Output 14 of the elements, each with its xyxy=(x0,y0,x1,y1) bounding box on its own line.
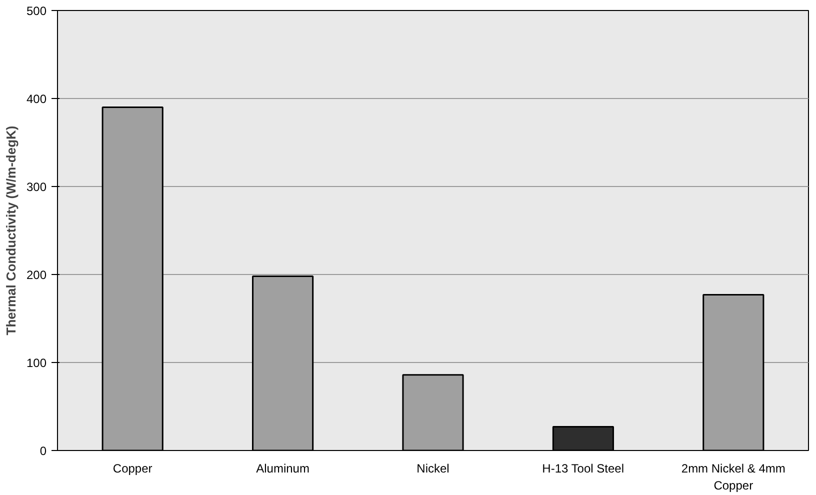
y-tick-label: 200 xyxy=(26,268,47,282)
x-tick-label: 2mm Nickel & 4mm Copper xyxy=(681,462,786,492)
y-tick-label: 500 xyxy=(26,4,47,18)
x-tick-label: Copper xyxy=(112,462,152,476)
y-tick-label: 0 xyxy=(40,444,47,458)
y-tick-label: 400 xyxy=(26,92,47,106)
x-tick-label: Nickel xyxy=(416,462,450,476)
y-tick-label: 300 xyxy=(26,180,47,194)
bar xyxy=(402,374,464,450)
y-axis-title: Thermal Conductivity (W/m-degK) xyxy=(3,126,18,336)
y-tick-label: 100 xyxy=(26,356,47,370)
x-tick-label: H-13 Tool Steel xyxy=(542,462,624,476)
x-tick-label: Aluminum xyxy=(256,462,310,476)
bar xyxy=(552,426,614,450)
